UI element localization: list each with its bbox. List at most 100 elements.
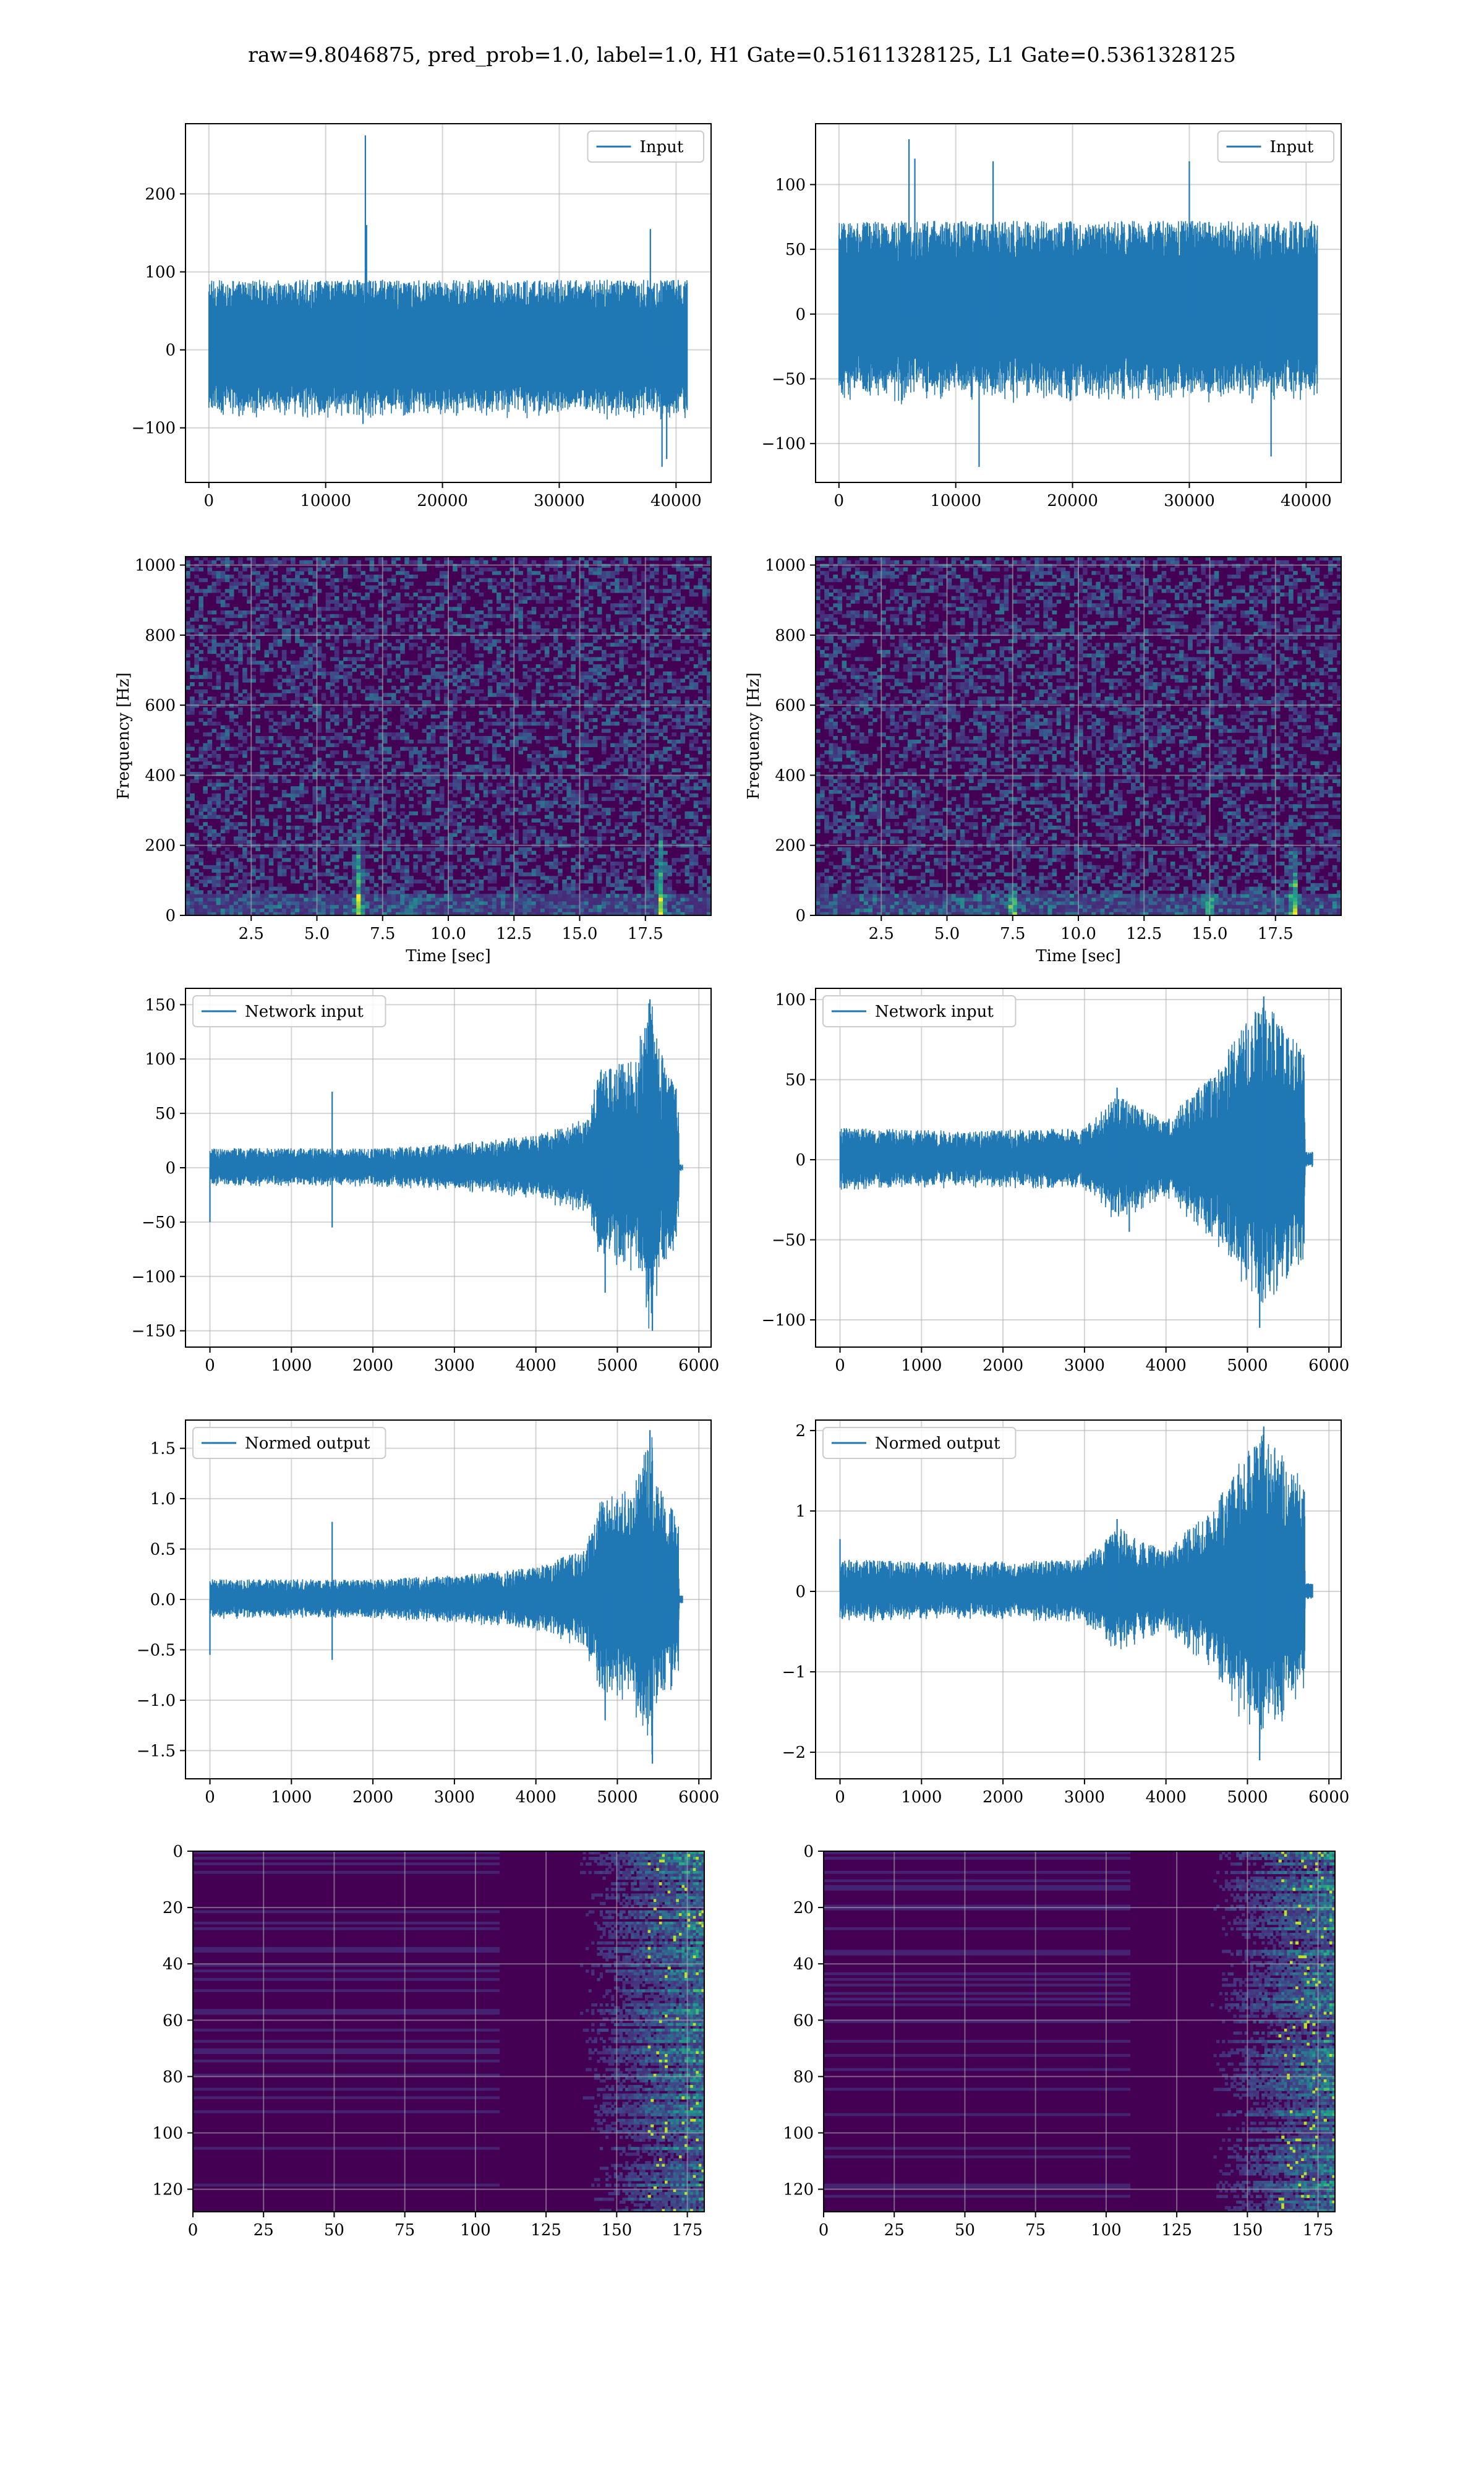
spectrogram-cell [291,869,296,873]
spectrogram-cell [216,794,221,797]
spectrogram-cell [238,804,243,808]
spectrogram-cell [610,722,615,726]
spectrogram-cell [527,578,532,582]
spectrogram-cell [562,750,567,754]
spectrogram-cell [527,575,532,578]
spectrogram-cell [413,829,418,833]
spectrogram-cell [286,908,291,912]
spectrogram-cell [383,750,388,754]
spectrogram-cell [488,808,493,811]
spectrogram-cell [606,729,611,732]
spectrogram-cell [422,869,427,873]
spectrogram-cell [580,589,585,593]
spectrogram-cell [383,822,388,826]
spectrogram-cell [308,596,313,600]
spectrogram-cell [365,754,370,758]
spectrogram-cell [255,876,260,880]
spectrogram-cell [391,686,396,690]
spectrogram-cell [295,571,300,575]
spectrogram-cell [484,858,488,862]
spectrogram-cell [365,585,370,589]
spectrogram-cell [409,901,414,905]
spectrogram-cell [212,865,217,869]
spectrogram-cell [203,672,208,675]
spectrogram-cell [308,650,313,654]
spectrogram-cell [404,847,409,851]
spectrogram-cell [317,714,322,718]
spectrogram-cell [221,851,226,855]
spectrogram-cell [440,575,445,578]
spectrogram-cell [356,840,361,844]
spectrogram-cell [615,894,620,897]
spectrogram-cell [330,826,335,829]
spectrogram-cell [203,758,208,761]
spectrogram-cell [225,797,230,801]
spectrogram-cell [422,750,427,754]
spectrogram-cell [448,897,453,901]
spectrogram-cell [190,696,195,700]
spectrogram-cell [532,571,537,575]
x-tick-label: 30000 [1164,492,1215,510]
spectrogram-cell [404,560,409,564]
spectrogram-cell [203,618,208,622]
spectrogram-cell [527,732,532,736]
spectrogram-cell [198,600,203,604]
spectrogram-cell [198,804,203,808]
spectrogram-cell [225,589,230,593]
spectrogram-cell [291,786,296,790]
spectrogram-cell [536,804,541,808]
spectrogram-cell [383,804,388,808]
spectrogram-cell [238,628,243,632]
spectrogram-cell [265,614,270,618]
spectrogram-cell [435,894,440,897]
spectrogram-cell [396,600,401,604]
spectrogram-cell [387,890,392,894]
spectrogram-cell [356,750,361,754]
spectrogram-cell [308,618,313,622]
spectrogram-cell [470,625,475,628]
spectrogram-cell [234,836,239,840]
spectrogram-cell [207,865,212,869]
spectrogram-cell [295,675,300,678]
spectrogram-cell [335,654,339,657]
spectrogram-cell [278,862,283,865]
x-tick-label: 10000 [930,492,981,510]
spectrogram-cell [619,815,624,819]
spectrogram-cell [387,833,392,837]
spectrogram-cell [501,585,506,589]
spectrogram-cell [431,897,436,901]
spectrogram-cell [242,768,247,772]
spectrogram-cell [370,708,375,711]
spectrogram-cell [221,901,226,905]
spectrogram-cell [461,880,466,883]
spectrogram-cell [540,578,545,582]
spectrogram-cell [190,901,195,905]
spectrogram-cell [409,761,414,765]
spectrogram-cell [409,711,414,714]
spectrogram-cell [545,847,550,851]
spectrogram-cell [422,804,427,808]
spectrogram-cell [549,614,554,618]
spectrogram-cell [286,614,291,618]
spectrogram-cell [387,589,392,593]
spectrogram-cell [212,883,217,887]
spectrogram-cell [484,600,488,604]
spectrogram-cell [335,718,339,722]
spectrogram-cell [374,764,379,768]
spectrogram-cell [413,768,418,772]
spectrogram-cell [282,711,287,714]
spectrogram-cell [448,743,453,747]
spectrogram-cell [619,851,624,855]
spectrogram-cell [492,661,497,664]
spectrogram-cell [562,614,567,618]
spectrogram-cell [343,607,348,610]
spectrogram-cell [229,754,234,758]
spectrogram-cell [562,779,567,783]
spectrogram-cell [527,714,532,718]
spectrogram-cell [194,675,199,678]
spectrogram-cell [339,851,344,855]
spectrogram-cell [518,890,523,894]
spectrogram-cell [475,862,480,865]
spectrogram-cell [488,894,493,897]
spectrogram-cell [265,743,270,747]
